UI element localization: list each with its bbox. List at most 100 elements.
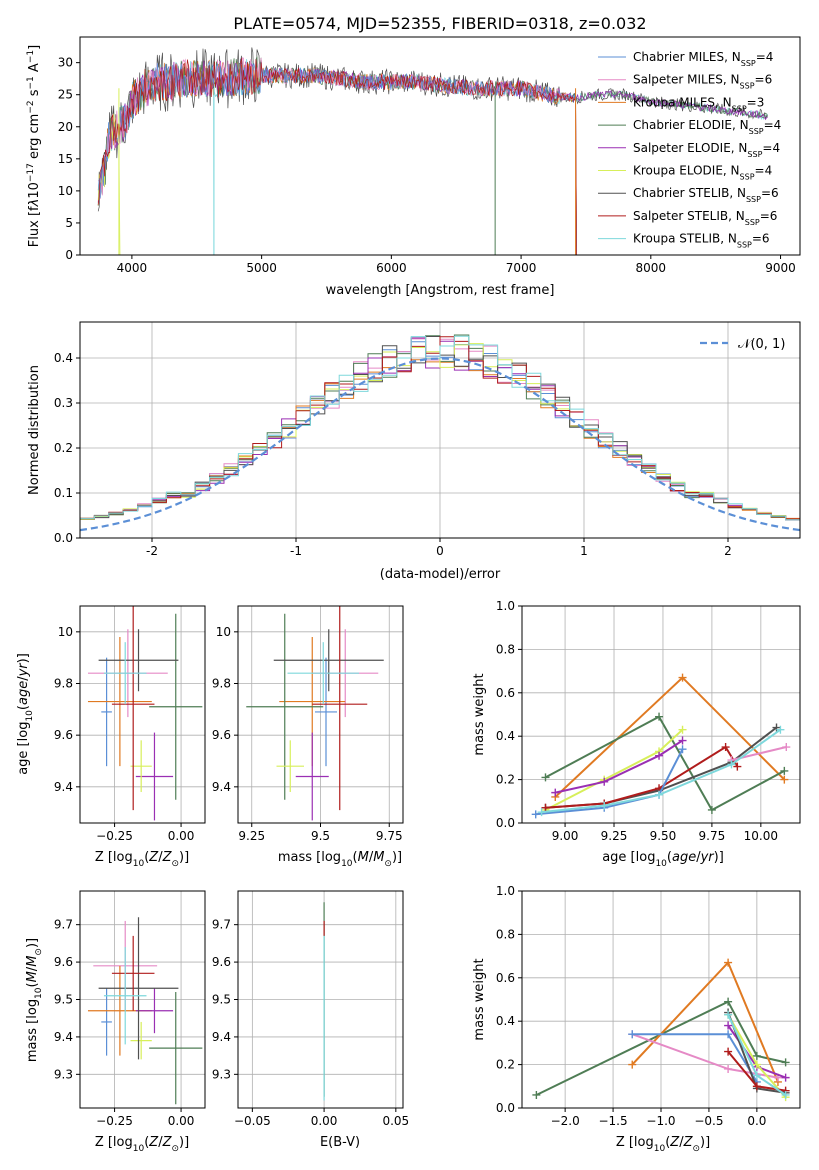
errorbar-kroupa-stelib (103, 642, 147, 705)
plus-marker (776, 725, 785, 734)
x-tick-label: −0.5 (694, 1114, 723, 1128)
errorbar-kroupa-elodie (130, 740, 152, 792)
x-tick-label: 0.00 (168, 829, 195, 843)
x-tick-label: 1 (580, 544, 588, 558)
y-tick-label: 9.8 (54, 677, 73, 691)
y-tick-label: 0.2 (496, 773, 515, 787)
spectrum-line-chabrier-miles (97, 58, 577, 255)
y-axis-label: mass [log10(M/M⊙)] (25, 938, 44, 1062)
legend-count: =6 (760, 209, 778, 223)
series-line (535, 748, 684, 816)
x-tick-label: 4000 (117, 261, 148, 275)
x-tick-label: 6000 (376, 261, 407, 275)
plus-marker (733, 762, 742, 771)
legend-label: Kroupa MILES, NSSP=3 (633, 95, 764, 113)
plus-marker (707, 805, 716, 814)
legend-subscript: SSP (741, 59, 756, 68)
errorbar-chabrier-stelib (98, 629, 179, 692)
y-tick-label: 10 (58, 625, 73, 639)
errorbar-kroupa-elodie (276, 740, 304, 792)
plus-marker (678, 725, 687, 734)
plus-marker (600, 777, 609, 786)
plus-marker (600, 801, 609, 810)
errorbar-chabrier-miles (315, 657, 337, 767)
y-axis-label: age [log10(age/yr)] (16, 653, 35, 775)
axes-frame (79, 605, 206, 824)
plus-marker (537, 808, 546, 817)
legend-subscript: SSP (749, 127, 764, 136)
errorbar-chabrier-stelib (98, 917, 179, 1060)
x-tick-label: 9.50 (650, 829, 677, 843)
x-tick-label: 2 (724, 544, 732, 558)
x-tick-label: 8000 (636, 261, 667, 275)
x-tick-label: 0.00 (168, 1114, 195, 1128)
weight-series-chabrier-elodie (532, 997, 790, 1099)
legend-label: Salpeter STELIB, NSSP=6 (633, 209, 777, 227)
x-axis-label: E(B-V) (320, 1135, 360, 1150)
plus-marker (628, 1030, 637, 1039)
legend-subscript: SSP (737, 240, 752, 249)
y-tick-label: 0.2 (496, 1058, 515, 1072)
legend-label: Salpeter ELODIE, NSSP=4 (633, 141, 780, 159)
weight-series-chabrier-stelib (541, 723, 781, 812)
plus-marker (780, 775, 789, 784)
legend-count: =6 (761, 186, 779, 200)
mass-vs-metallicity-panel: −0.25 0.00 9.3 9.4 9.5 9.6 9.7 Z [log10(Z/Z⊙)] m… (25, 890, 206, 1154)
plus-marker (532, 1090, 541, 1099)
legend-subscript: SSP (746, 195, 761, 204)
plot-area (80, 334, 800, 532)
x-axis-label: Z [log10(Z/Z⊙)] (95, 1135, 189, 1154)
x-tick-label: 0.05 (382, 1114, 409, 1128)
errorbar-salpeter-elodie (135, 732, 174, 821)
weight-series-kroupa-stelib (537, 725, 785, 817)
plus-marker (781, 1073, 790, 1082)
plus-marker (727, 760, 736, 769)
series-line (545, 728, 684, 811)
errorbar-kroupa-miles (87, 637, 152, 767)
errorbar-chabrier-miles (101, 988, 112, 1056)
x-tick-label: 9.75 (376, 829, 403, 843)
x-axis-label: Z [log10(Z/Z⊙)] (616, 1135, 710, 1154)
y-tick-label: 9.3 (54, 1067, 73, 1081)
x-tick-label: 9.75 (699, 829, 726, 843)
y-tick-label: 0 (65, 248, 73, 262)
plus-marker (655, 712, 664, 721)
age-vs-metallicity-panel: −0.25 0.00 9.4 9.6 9.8 10 Z [log10(Z/Z⊙)] age [… (16, 605, 206, 869)
y-tick-label: 0.3 (54, 396, 73, 410)
plus-marker (678, 673, 687, 682)
errorbar-kroupa-stelib (287, 642, 359, 705)
y-axis-label: Normed distribution (27, 365, 42, 495)
plot-area (531, 673, 791, 819)
y-axis-label: mass weight (472, 673, 487, 755)
x-axis-label: mass [log10(M/M⊙)] (278, 850, 402, 869)
y-tick-label: 9.5 (54, 993, 73, 1007)
spectrum-line-salpeter-stelib (97, 58, 577, 255)
plus-marker (724, 1064, 733, 1073)
series-line (535, 1000, 786, 1096)
errorbar-chabrier-elodie (246, 613, 324, 800)
y-tick-label: 0.6 (496, 686, 515, 700)
y-tick-label: 0.4 (496, 729, 515, 743)
series-line (541, 728, 781, 814)
spectrum-panel: 4000 5000 6000 7000 8000 9000 0 5 10 15 20 25 30 wave… (26, 36, 801, 298)
x-tick-label: -1 (290, 544, 302, 558)
plus-marker (724, 1010, 733, 1019)
y-tick-label: 9.4 (54, 780, 73, 794)
errorbar-chabrier-stelib (273, 629, 384, 692)
y-tick-label: 15 (58, 152, 73, 166)
plus-marker (752, 1082, 761, 1091)
weight-series-chabrier-elodie (541, 712, 789, 814)
x-tick-label: 9.00 (552, 829, 579, 843)
series-line (555, 739, 684, 794)
y-tick-label: 9.6 (212, 728, 231, 742)
legend-count: =3 (747, 95, 765, 109)
x-axis-label: Z [log10(Z/Z⊙)] (95, 850, 189, 869)
legend-subscript: SSP (740, 172, 755, 181)
x-tick-label: 9.5 (311, 829, 330, 843)
histogram-kroupa-stelib (80, 335, 800, 522)
plus-marker (721, 743, 730, 752)
y-tick-label: 10 (216, 625, 231, 639)
y-tick-label: 9.3 (212, 1067, 231, 1081)
legend-count: =4 (762, 141, 780, 155)
series-line (545, 715, 785, 812)
